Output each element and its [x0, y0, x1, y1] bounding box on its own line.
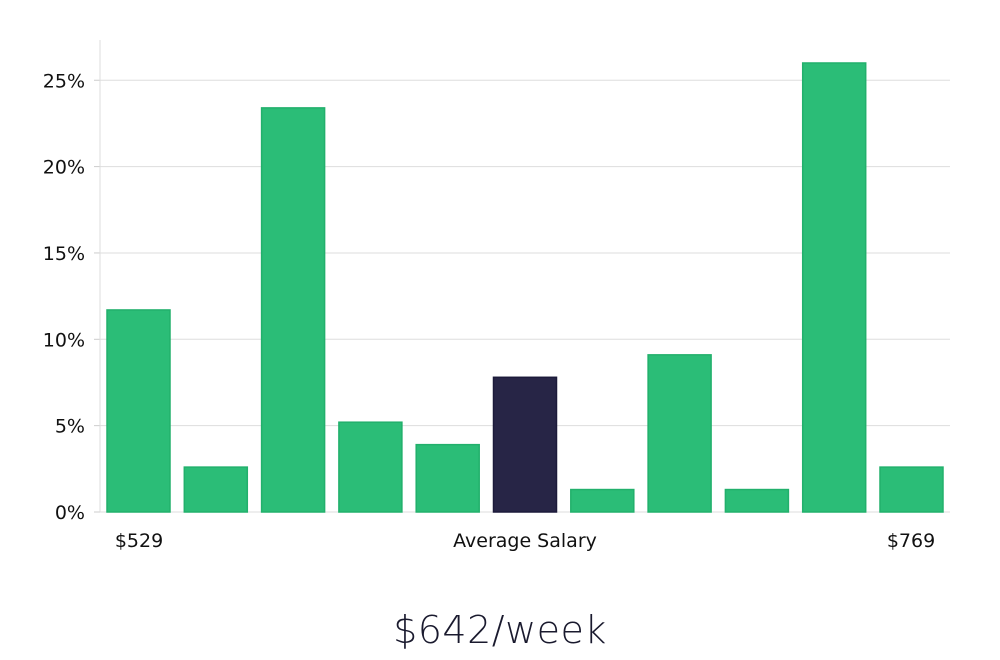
y-tick-label: 10%	[43, 329, 85, 351]
bar	[338, 421, 403, 513]
y-tick-label: 15%	[43, 243, 85, 265]
x-max-label: $769	[887, 530, 935, 552]
bar	[415, 443, 480, 513]
bar	[724, 488, 790, 513]
y-tick-label: 25%	[43, 70, 85, 92]
y-tick-label: 5%	[55, 416, 85, 438]
bar	[801, 62, 867, 513]
bar	[106, 309, 171, 513]
salary-histogram: 0% 5% 10% 15% 20% 25% $529 Average Salary $76…	[43, 40, 950, 552]
y-tick-label: 20%	[43, 157, 85, 179]
y-tick-labels: 0% 5% 10% 15% 20% 25%	[43, 70, 85, 524]
bar-highlighted	[492, 376, 558, 513]
average-salary-value: $642/week	[393, 608, 607, 652]
bar	[260, 107, 326, 513]
bars	[106, 62, 944, 513]
bar	[183, 466, 249, 513]
bar	[570, 488, 635, 513]
x-axis-label: Average Salary	[453, 530, 597, 552]
x-min-label: $529	[115, 530, 163, 552]
bar	[879, 466, 944, 513]
y-tick-label: 0%	[55, 502, 85, 524]
bar	[647, 354, 712, 513]
